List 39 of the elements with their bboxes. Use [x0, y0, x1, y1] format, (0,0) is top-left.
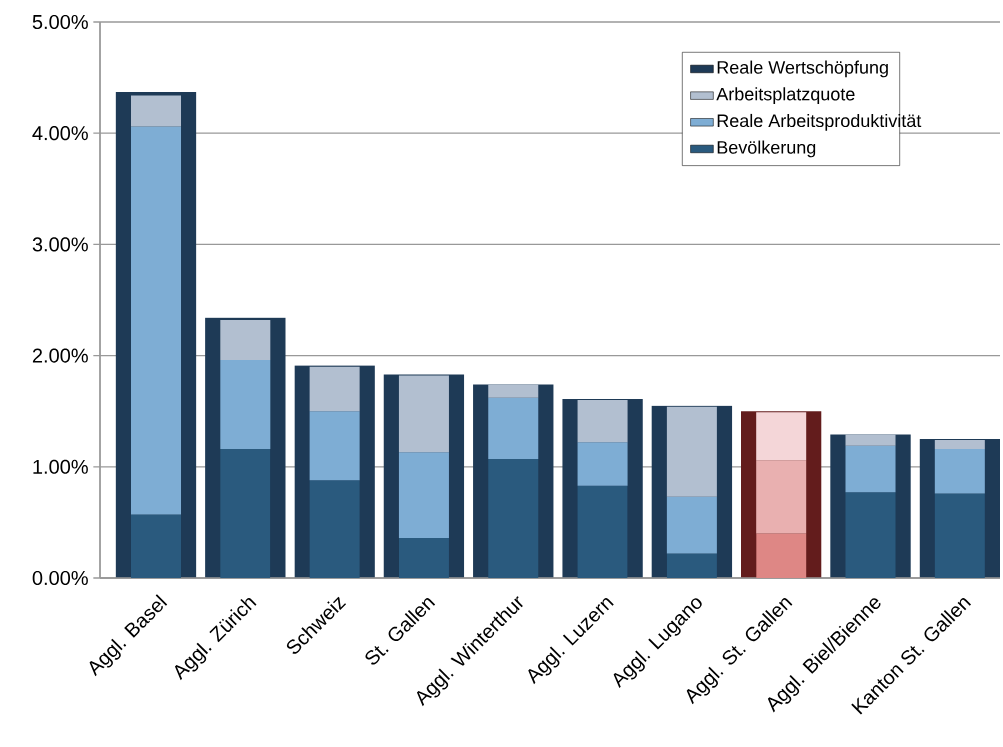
bar: [934, 440, 985, 450]
bar: [398, 537, 449, 578]
bar: [398, 452, 449, 538]
bar: [577, 485, 628, 578]
legend-label: Reale Arbeitsproduktivität: [717, 113, 922, 131]
bar: [756, 533, 807, 578]
bar: [488, 459, 539, 578]
bar: [666, 553, 717, 578]
bar: [309, 480, 360, 578]
bar: [220, 360, 271, 450]
bar: [220, 320, 271, 361]
bar: [131, 514, 182, 578]
y-tick-label: 4.00%: [32, 126, 88, 141]
bar: [577, 442, 628, 486]
bar: [309, 366, 360, 412]
bar: [934, 449, 985, 494]
bar: [309, 411, 360, 481]
bar: [845, 492, 896, 578]
y-tick-label: 5.00%: [32, 14, 88, 30]
bar: [666, 496, 717, 554]
bar: [756, 412, 807, 461]
bar: [666, 406, 717, 497]
bar: [488, 384, 539, 398]
y-tick-label: 1.00%: [33, 459, 88, 474]
bar: [131, 95, 182, 127]
legend-label: Reale Wertschöpfung: [717, 60, 888, 78]
bar: [220, 449, 271, 578]
bar: [488, 397, 539, 460]
bar: [934, 493, 985, 578]
bar: [577, 400, 628, 443]
y-tick-label: 2.00%: [32, 348, 88, 363]
legend-label: Arbeitsplatzquote: [716, 87, 855, 105]
bar: [756, 460, 807, 534]
y-tick-label: 3.00%: [32, 237, 88, 252]
legend-label: Bevölkerung: [717, 140, 816, 158]
y-tick-label: 0.00%: [32, 570, 88, 586]
bar: [398, 375, 449, 453]
bar: [845, 434, 896, 446]
bar: [845, 445, 896, 493]
